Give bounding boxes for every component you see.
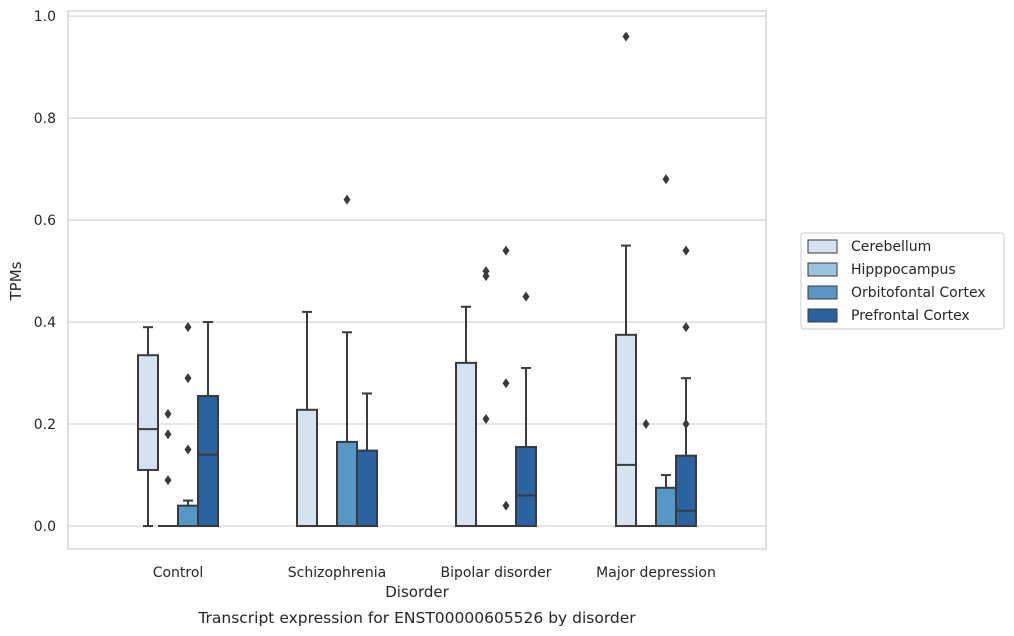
legend-label: Cerebellum: [851, 239, 931, 255]
legend-frame: [800, 232, 1005, 330]
box-cerebellum-schizophrenia: [296, 310, 318, 528]
box-orbitofontal-cortex-schizophrenia: [336, 194, 358, 528]
y-tick-label: 0.2: [34, 417, 56, 433]
outlier-point: [184, 444, 192, 455]
x-axis-label: Disorder: [385, 583, 449, 601]
outlier-point: [164, 408, 172, 419]
legend-swatch: [807, 239, 838, 254]
box-orbitofontal-cortex-control: [177, 322, 199, 528]
box: [197, 395, 219, 528]
outlier-point: [642, 419, 650, 430]
x-tick-labels: Control Schizophrenia Bipolar disorder Majo…: [153, 565, 716, 581]
box-orbitofontal-cortex-bipolar-disorder: [496, 245, 516, 528]
outlier-point: [482, 413, 490, 424]
box: [177, 504, 199, 528]
outlier-point: [682, 245, 690, 256]
outlier-point: [622, 31, 630, 42]
outlier-point: [482, 266, 490, 277]
legend-swatch: [807, 262, 838, 277]
y-tick-label: 0.4: [34, 315, 56, 331]
outlier-point: [482, 271, 490, 282]
legend-label: Prefrontal Cortex: [851, 308, 970, 324]
x-tick-label: Schizophrenia: [288, 565, 386, 581]
box: [655, 486, 677, 528]
box-prefrontal-cortex-bipolar-disorder: [515, 291, 537, 528]
y-tick-label: 0.0: [34, 519, 56, 535]
box-hipppocampus-control: [158, 408, 178, 528]
outlier-point: [522, 291, 530, 302]
outlier-point: [502, 378, 510, 389]
box-prefrontal-cortex-schizophrenia: [356, 392, 378, 528]
legend: Cerebellum Hipppocampus Orbitofontal Corte…: [800, 232, 1005, 330]
x-tick-label: Bipolar disorder: [440, 565, 551, 581]
box: [455, 361, 477, 528]
box: [296, 408, 318, 528]
box: [615, 333, 637, 528]
box-hipppocampus-major-depression: [636, 419, 656, 528]
outlier-point: [502, 245, 510, 256]
box-prefrontal-cortex-control: [197, 321, 219, 528]
outlier-point: [164, 475, 172, 486]
box: [515, 446, 537, 528]
box: [336, 440, 358, 528]
outlier-point: [184, 322, 192, 333]
x-tick-label: Major depression: [596, 565, 716, 581]
legend-label: Hipppocampus: [851, 262, 956, 278]
outlier-point: [343, 194, 351, 205]
outlier-point: [682, 322, 690, 333]
box: [675, 454, 697, 528]
box-cerebellum-major-depression: [615, 31, 637, 528]
y-tick-label: 0.8: [34, 111, 56, 127]
box: [137, 354, 159, 471]
y-tick-label: 1.0: [34, 9, 56, 25]
box-hipppocampus-bipolar-disorder: [476, 266, 496, 528]
gridlines: [68, 15, 766, 527]
box-cerebellum-control: [137, 326, 159, 528]
outlier-point: [502, 500, 510, 511]
legend-label: Orbitofontal Cortex: [851, 285, 986, 301]
box-cerebellum-bipolar-disorder: [455, 305, 477, 528]
box: [356, 449, 378, 528]
outlier-point: [164, 429, 172, 440]
outlier-point: [682, 419, 690, 430]
box-prefrontal-cortex-major-depression: [675, 245, 697, 528]
chart-caption: Transcript expression for ENST0000060552…: [197, 609, 636, 627]
legend-swatch: [807, 308, 838, 323]
y-tick-label: 0.6: [34, 213, 56, 229]
outlier-point: [184, 373, 192, 384]
y-tick-labels: 0.0 0.2 0.4 0.6 0.8 1.0: [34, 9, 56, 535]
outlier-point: [662, 174, 670, 185]
x-tick-label: Control: [153, 565, 204, 581]
y-axis-label: TPMs: [7, 261, 25, 301]
legend-swatch: [807, 285, 838, 300]
plot-frame: [67, 10, 767, 550]
box-plot-area: [137, 31, 697, 528]
box-orbitofontal-cortex-major-depression: [655, 174, 677, 528]
